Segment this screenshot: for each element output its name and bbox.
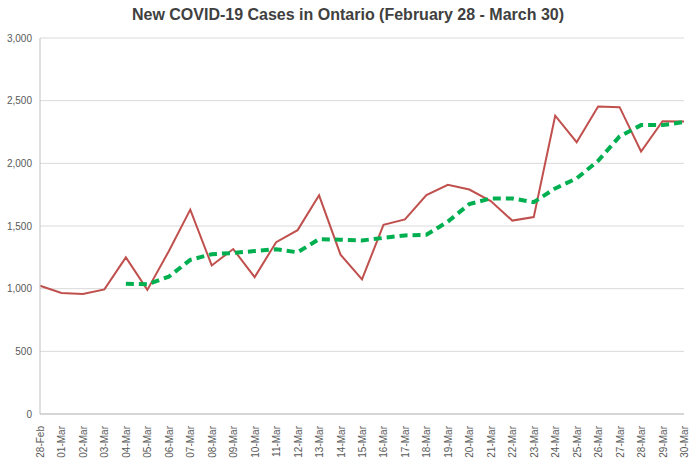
svg-text:12-Mar: 12-Mar: [293, 425, 304, 457]
svg-text:03-Mar: 03-Mar: [99, 425, 110, 457]
svg-text:13-Mar: 13-Mar: [314, 425, 325, 457]
svg-text:26-Mar: 26-Mar: [593, 425, 604, 457]
svg-text:24-Mar: 24-Mar: [550, 425, 561, 457]
html-text:New COVID-19 Cases in Ontario: New COVID-19 Cases in Ontario (February …: [131, 6, 565, 23]
svg-text:21-Mar: 21-Mar: [486, 425, 497, 457]
svg-text:3,000: 3,000: [8, 33, 32, 44]
svg-text:20-Mar: 20-Mar: [464, 425, 475, 457]
svg-text:2,500: 2,500: [8, 95, 32, 106]
svg-text:30-Mar: 30-Mar: [679, 425, 688, 457]
svg-text:19-Mar: 19-Mar: [443, 425, 454, 457]
svg-text:04-Mar: 04-Mar: [121, 425, 132, 457]
svg-text:01-Mar: 01-Mar: [56, 425, 67, 457]
svg-text:500: 500: [15, 346, 32, 357]
svg-text:09-Mar: 09-Mar: [228, 425, 239, 457]
svg-text:29-Mar: 29-Mar: [658, 425, 669, 457]
svg-text:15-Mar: 15-Mar: [357, 425, 368, 457]
svg-text:1,000: 1,000: [8, 283, 32, 294]
svg-text:11-Mar: 11-Mar: [271, 425, 282, 457]
svg-text:08-Mar: 08-Mar: [207, 425, 218, 457]
svg-text:0: 0: [26, 409, 32, 420]
svg-text:25-Mar: 25-Mar: [572, 425, 583, 457]
svg-text:05-Mar: 05-Mar: [142, 425, 153, 457]
svg-text:27-Mar: 27-Mar: [615, 425, 626, 457]
svg-text:16-Mar: 16-Mar: [378, 425, 389, 457]
svg-text:1,500: 1,500: [8, 221, 32, 232]
svg-text:2,000: 2,000: [8, 158, 32, 169]
svg-text:22-Mar: 22-Mar: [507, 425, 518, 457]
svg-text:07-Mar: 07-Mar: [185, 425, 196, 457]
svg-text:14-Mar: 14-Mar: [336, 425, 347, 457]
svg-text:23-Mar: 23-Mar: [529, 425, 540, 457]
svg-text:17-Mar: 17-Mar: [400, 425, 411, 457]
svg-text:06-Mar: 06-Mar: [164, 425, 175, 457]
svg-text:18-Mar: 18-Mar: [421, 425, 432, 457]
svg-text:10-Mar: 10-Mar: [250, 425, 261, 457]
svg-text:28-Mar: 28-Mar: [636, 425, 647, 457]
svg-text:02-Mar: 02-Mar: [78, 425, 89, 457]
svg-text:28-Feb: 28-Feb: [35, 426, 46, 458]
